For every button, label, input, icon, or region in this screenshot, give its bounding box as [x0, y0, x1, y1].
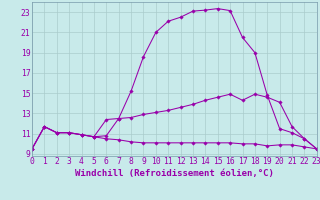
X-axis label: Windchill (Refroidissement éolien,°C): Windchill (Refroidissement éolien,°C)	[75, 169, 274, 178]
